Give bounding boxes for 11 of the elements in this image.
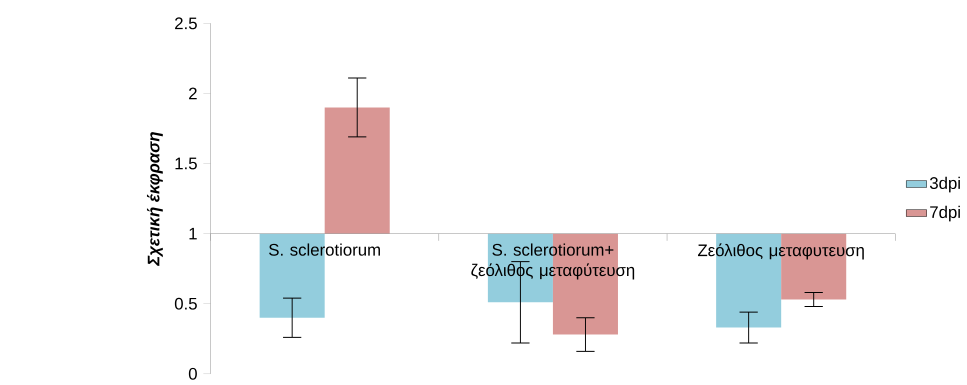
y-tick-label: 2: [189, 87, 197, 100]
y-tick-label: 2.5: [175, 17, 197, 30]
legend-label: 3dpi: [930, 176, 960, 192]
y-tick-label: 0: [188, 368, 197, 380]
y-tick-label: 0.5: [174, 298, 197, 310]
legend-label: 7dpi: [930, 206, 960, 222]
x-tick-label: S. sclerotiorum: [269, 243, 380, 256]
x-tick-label: Ζεόλιθος μεταφυτευση: [698, 243, 864, 260]
y-tick-label: 1.5: [176, 158, 197, 170]
y-axis-title: Σχετική έκφραση: [146, 132, 163, 266]
y-tick-label: 1: [189, 228, 197, 240]
